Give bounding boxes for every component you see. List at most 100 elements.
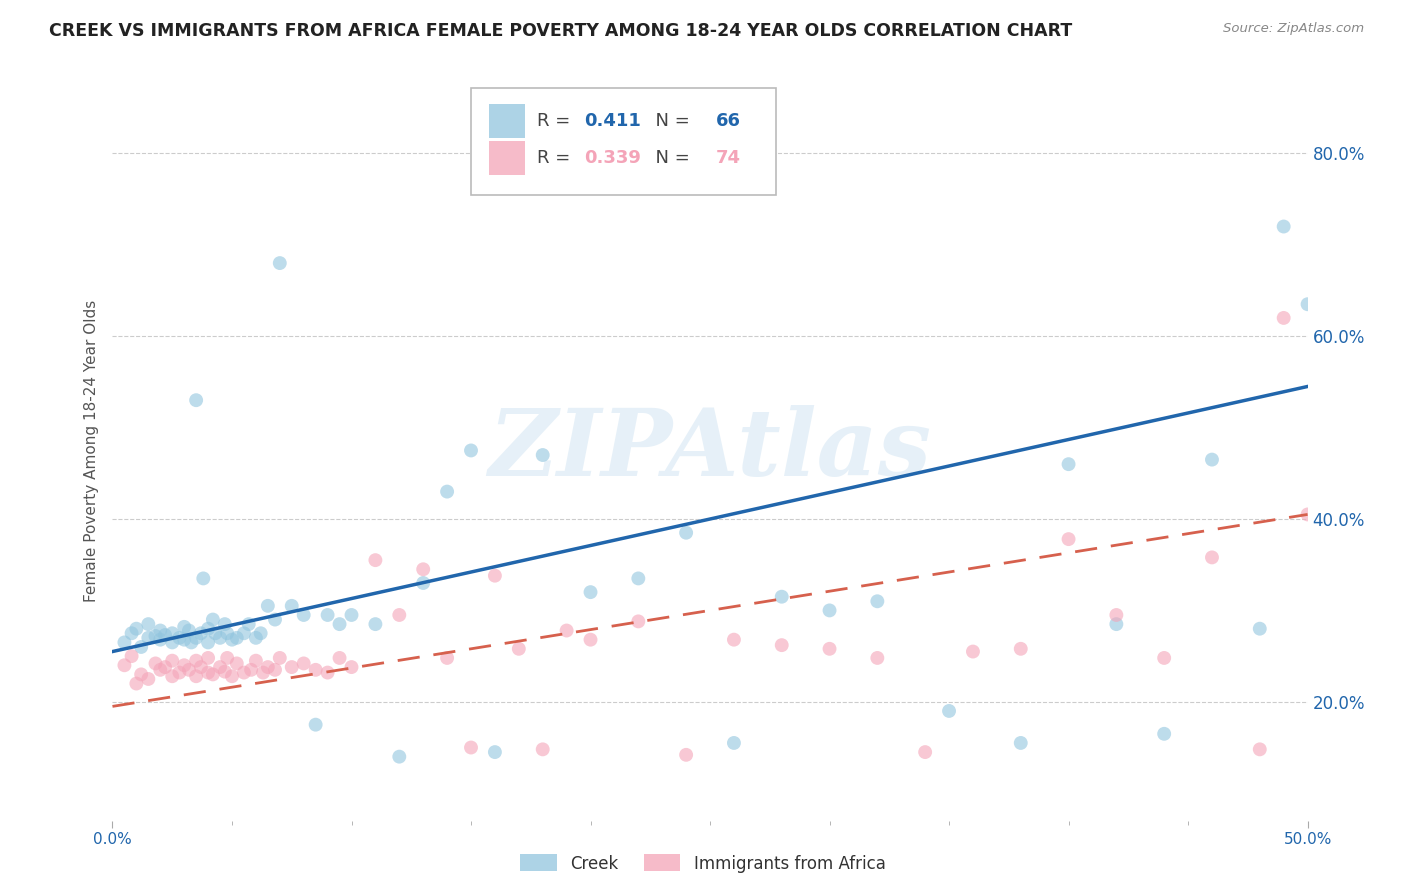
Text: N =: N = (644, 112, 696, 130)
Point (190, 660, 212, 674)
Point (240, 663, 263, 677)
Point (1272, 219, 1295, 234)
Point (770, 590, 793, 604)
Point (292, 607, 315, 622)
Point (190, 626, 212, 640)
Point (153, 660, 176, 674)
Point (217, 651, 239, 665)
Point (197, 665, 219, 680)
Text: R =: R = (537, 149, 575, 167)
Point (233, 665, 256, 680)
Point (264, 663, 287, 677)
Point (121, 649, 143, 664)
Point (162, 654, 183, 668)
Point (962, 644, 984, 658)
Text: ZIPAtlas: ZIPAtlas (488, 406, 932, 495)
Point (412, 576, 434, 591)
Point (388, 749, 411, 764)
Point (1272, 310, 1295, 325)
Point (162, 669, 183, 683)
Point (257, 660, 280, 674)
Point (138, 672, 160, 686)
Point (723, 736, 745, 750)
Point (305, 663, 328, 677)
Point (938, 704, 960, 718)
FancyBboxPatch shape (489, 141, 524, 175)
Point (1153, 651, 1175, 665)
Y-axis label: Female Poverty Among 18-24 Year Olds: Female Poverty Among 18-24 Year Olds (83, 300, 98, 601)
Point (221, 632, 243, 647)
Point (914, 745, 936, 759)
Point (197, 622, 219, 636)
Point (233, 626, 256, 640)
Point (186, 393, 208, 408)
Point (193, 571, 215, 585)
Point (209, 631, 232, 645)
Point (675, 747, 697, 762)
Text: 0.339: 0.339 (585, 149, 641, 167)
Point (125, 622, 148, 636)
Point (340, 607, 363, 622)
Point (177, 624, 200, 638)
Point (252, 665, 274, 680)
Text: N =: N = (644, 149, 696, 167)
Point (1057, 457, 1080, 471)
Point (173, 632, 195, 647)
Point (245, 654, 267, 668)
Point (818, 603, 841, 617)
Point (292, 657, 315, 671)
Point (675, 525, 697, 540)
Point (225, 631, 247, 645)
Point (217, 626, 239, 640)
Point (1010, 736, 1032, 750)
Point (818, 641, 841, 656)
Point (149, 624, 172, 638)
Point (186, 631, 208, 645)
Point (149, 663, 172, 677)
Point (1320, 651, 1343, 665)
Text: CREEK VS IMMIGRANTS FROM AFRICA FEMALE POVERTY AMONG 18-24 YEAR OLDS CORRELATION: CREEK VS IMMIGRANTS FROM AFRICA FEMALE P… (49, 22, 1073, 40)
Point (316, 665, 339, 680)
Point (169, 665, 191, 680)
Legend: Creek, Immigrants from Africa: Creek, Immigrants from Africa (513, 847, 893, 880)
Point (121, 626, 143, 640)
Point (329, 651, 352, 665)
Text: R =: R = (537, 112, 575, 130)
Point (162, 626, 183, 640)
Point (1105, 607, 1128, 622)
Point (153, 628, 176, 642)
Point (238, 617, 260, 632)
Point (627, 615, 650, 629)
Point (129, 640, 152, 654)
Point (436, 484, 458, 499)
Point (201, 667, 224, 681)
Point (1296, 297, 1319, 311)
FancyBboxPatch shape (489, 104, 524, 137)
Point (225, 657, 247, 671)
Point (145, 657, 167, 671)
Point (1010, 641, 1032, 656)
Point (138, 631, 160, 645)
Point (197, 635, 219, 649)
Point (531, 742, 554, 756)
Point (1201, 550, 1223, 565)
Point (866, 651, 889, 665)
Point (214, 617, 236, 632)
Text: 74: 74 (716, 149, 741, 167)
Point (201, 613, 224, 627)
Point (204, 626, 226, 640)
Point (129, 667, 152, 681)
Point (555, 624, 578, 638)
Point (186, 669, 208, 683)
Point (245, 631, 267, 645)
Point (723, 632, 745, 647)
Point (412, 562, 434, 576)
Point (1344, 312, 1367, 326)
Point (269, 651, 291, 665)
Point (281, 660, 304, 674)
Point (531, 448, 554, 462)
Point (125, 676, 148, 690)
Point (436, 651, 458, 665)
Point (508, 641, 530, 656)
Point (627, 571, 650, 585)
